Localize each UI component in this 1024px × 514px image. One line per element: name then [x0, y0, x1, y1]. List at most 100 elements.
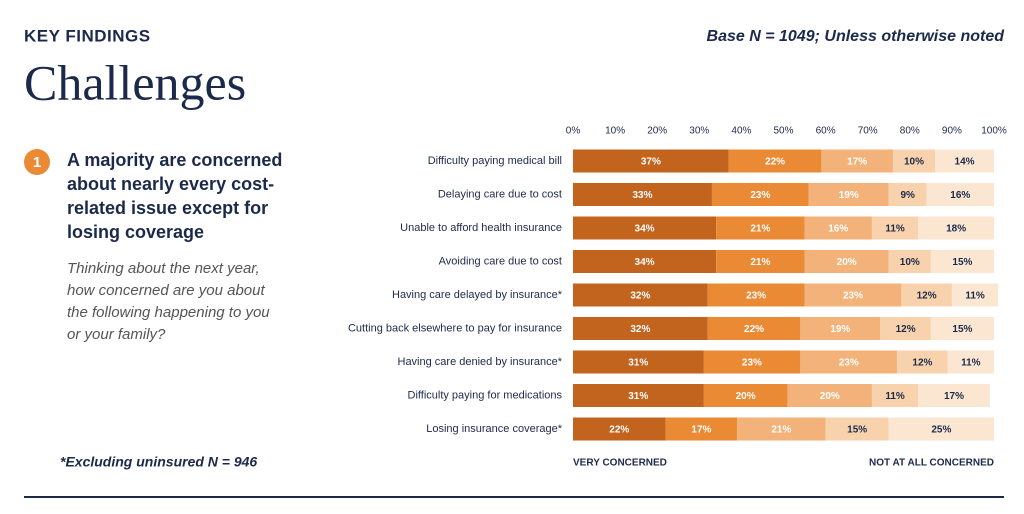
value-label: 11% [885, 391, 905, 402]
category-label: Having care delayed by insurance* [392, 289, 563, 301]
bar-segment [930, 250, 994, 273]
category-label: Delaying care due to cost [438, 188, 562, 200]
bar-segment [573, 384, 704, 407]
bar-segment [573, 183, 712, 206]
x-tick-label: 50% [773, 126, 793, 137]
bar-segment [926, 183, 994, 206]
category-label: Cutting back elsewhere to pay for insura… [348, 322, 562, 334]
value-label: 22% [609, 425, 629, 436]
bar-segment [716, 250, 805, 273]
value-label: 20% [837, 257, 857, 268]
left-end-label: VERY CONCERNED [573, 458, 667, 469]
bar-segment [888, 183, 927, 206]
value-label: 19% [830, 324, 850, 335]
bar-segment [573, 149, 729, 173]
value-label: 19% [839, 190, 859, 201]
finding: A majority are concerned about nearly ev… [67, 150, 283, 242]
category-label: Difficulty paying medical bill [428, 155, 562, 167]
value-label: 23% [750, 190, 770, 201]
category-label: Avoiding care due to cost [439, 255, 562, 267]
value-label: 31% [628, 391, 648, 402]
bar-segment [711, 183, 809, 206]
category-label: Having care denied by insurance* [398, 356, 563, 368]
value-label: 25% [931, 425, 951, 436]
value-label: 21% [750, 224, 770, 235]
value-label: 11% [961, 358, 981, 369]
bar-segment [787, 384, 872, 407]
x-tick-label: 20% [647, 126, 667, 137]
bar-segment [804, 283, 902, 307]
value-label: 33% [632, 190, 652, 201]
bar-segment [892, 149, 936, 173]
badge-number: 1 [33, 154, 41, 171]
category-label: Losing insurance coverage* [426, 423, 562, 435]
value-label: 32% [630, 291, 650, 302]
bar-segment [888, 417, 994, 441]
question: Thinking about the next year, how concer… [67, 260, 270, 343]
value-label: 22% [765, 157, 785, 168]
x-tick-label: 10% [605, 126, 625, 137]
bar-segment [804, 216, 872, 240]
bar-segment [918, 384, 990, 407]
bar-segment [707, 283, 805, 307]
value-label: 18% [946, 224, 966, 235]
bar-segment [573, 216, 717, 240]
x-tick-label: 100% [981, 126, 1007, 137]
bar-segment [871, 216, 919, 240]
value-label: 16% [828, 224, 848, 235]
bar-segment [947, 350, 994, 374]
value-label: 37% [641, 157, 661, 168]
value-label: 11% [965, 291, 985, 302]
bar-segment [935, 149, 994, 173]
bar-segment [918, 216, 994, 240]
bar-segment [703, 384, 788, 407]
bar-segment [880, 317, 931, 340]
value-label: 23% [839, 358, 859, 369]
bar-segment [716, 216, 805, 240]
value-label: 34% [635, 257, 655, 268]
bar-segment [573, 417, 666, 441]
bar-segment [728, 149, 822, 173]
x-tick-label: 60% [816, 126, 836, 137]
bar-segment [808, 183, 889, 206]
value-label: 34% [635, 224, 655, 235]
bar-segment [951, 283, 999, 307]
value-label: 20% [820, 391, 840, 402]
category-label: Difficulty paying for medications [408, 389, 563, 401]
bar-segment [665, 417, 738, 441]
x-tick-label: 70% [858, 126, 878, 137]
base-note: Base N = 1049; Unless otherwise noted [707, 28, 1006, 45]
value-label: 10% [904, 157, 924, 168]
value-label: 9% [900, 190, 915, 201]
bar-segment [888, 250, 931, 273]
value-label: 15% [952, 324, 972, 335]
value-label: 20% [736, 391, 756, 402]
value-label: 21% [750, 257, 770, 268]
bar-segment [871, 384, 919, 407]
bar-segment [901, 283, 952, 307]
bar-segment [737, 417, 826, 441]
bar-segment [707, 317, 801, 340]
bar-segment [800, 317, 881, 340]
value-label: 23% [742, 358, 762, 369]
x-tick-label: 40% [731, 126, 751, 137]
bar-segment [930, 317, 994, 340]
value-label: 23% [843, 291, 863, 302]
bar-segment [821, 149, 893, 173]
bar-segment [825, 417, 889, 441]
value-label: 12% [917, 291, 937, 302]
value-label: 15% [952, 257, 972, 268]
value-label: 23% [746, 291, 766, 302]
value-label: 17% [944, 391, 964, 402]
value-label: 11% [885, 224, 905, 235]
x-tick-label: 0% [566, 126, 581, 137]
x-tick-label: 90% [942, 126, 962, 137]
value-label: 12% [912, 358, 932, 369]
value-label: 21% [771, 425, 791, 436]
number-badge [24, 149, 50, 175]
value-label: 15% [847, 425, 867, 436]
value-label: 14% [955, 157, 975, 168]
value-label: 32% [630, 324, 650, 335]
x-tick-label: 30% [689, 126, 709, 137]
